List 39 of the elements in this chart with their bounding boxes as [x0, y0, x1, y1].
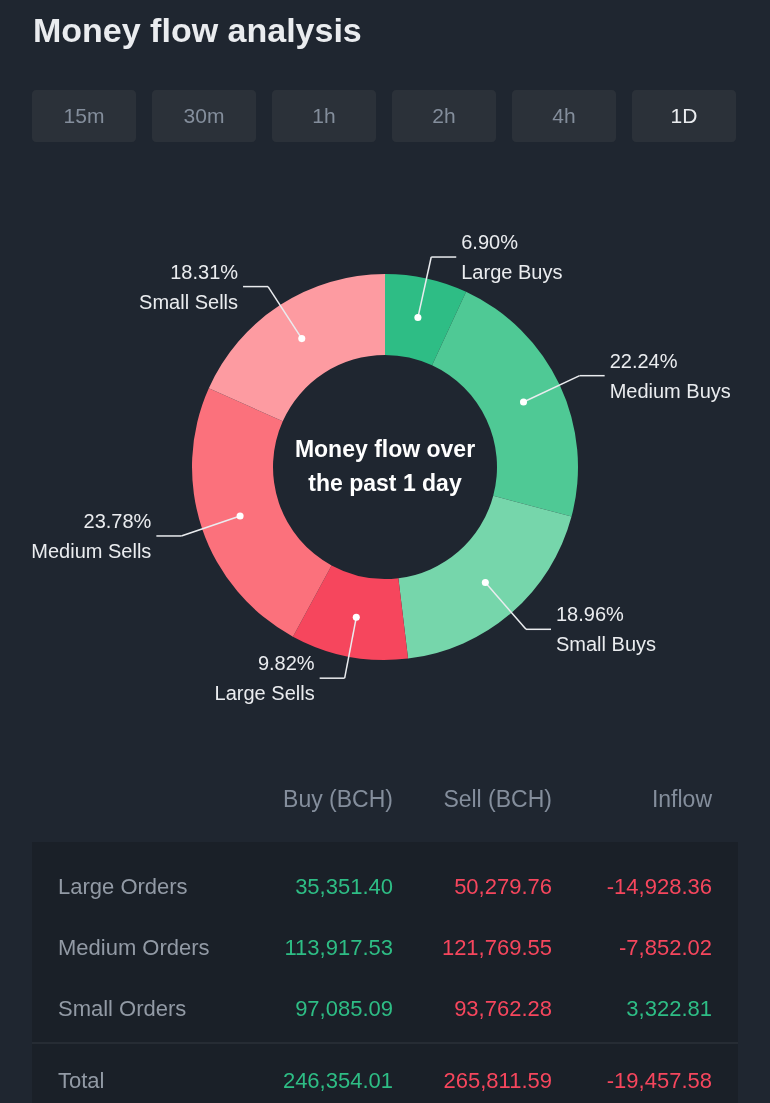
text: 121,769.55 — [441, 935, 552, 960]
slice-label: Large Sells — [214, 682, 315, 705]
text: Money flow over the past 1 day — [294, 436, 476, 496]
data-label: 6.90% — [461, 231, 519, 254]
data-label: 9.82% — [257, 652, 315, 675]
text: Inflow — [651, 786, 713, 812]
text: 1D — [670, 104, 698, 127]
data-label: 23.78% — [83, 509, 152, 532]
text: 30m — [183, 104, 225, 127]
text: 4h — [552, 104, 576, 127]
chart-title: Money flow analysis — [33, 11, 362, 49]
text: 246,354.01 — [282, 1068, 393, 1093]
text: 97,085.09 — [295, 996, 393, 1021]
text: 3,322.81 — [626, 996, 712, 1021]
slice-label: Small Sells — [139, 290, 239, 313]
text: 2h — [432, 104, 456, 127]
text: 113,917.53 — [284, 935, 393, 960]
text: 50,279.76 — [454, 874, 552, 899]
text: 1h — [312, 104, 336, 127]
data-label: 18.31% — [170, 260, 239, 283]
data-label: 22.24% — [609, 349, 678, 372]
slice-label: Large Buys — [461, 261, 563, 284]
text: Total — [58, 1068, 105, 1093]
slice-label: Medium Sells — [31, 539, 152, 562]
text: -19,457.58 — [606, 1068, 712, 1093]
slice-label: Medium Buys — [609, 379, 731, 402]
text: Small Orders — [58, 996, 187, 1021]
text: 93,762.28 — [454, 996, 552, 1021]
text: 15m — [63, 104, 105, 127]
text: Buy (BCH) — [283, 786, 393, 812]
text: Large Orders — [58, 874, 188, 899]
text: -7,852.02 — [619, 935, 712, 960]
text: Medium Orders — [58, 935, 210, 960]
text: -14,928.36 — [606, 874, 712, 899]
data-label: 18.96% — [556, 603, 625, 626]
text: 35,351.40 — [295, 874, 393, 899]
slice-label: Small Buys — [556, 633, 657, 656]
text: 265,811.59 — [443, 1068, 552, 1093]
text: Sell (BCH) — [443, 786, 552, 812]
